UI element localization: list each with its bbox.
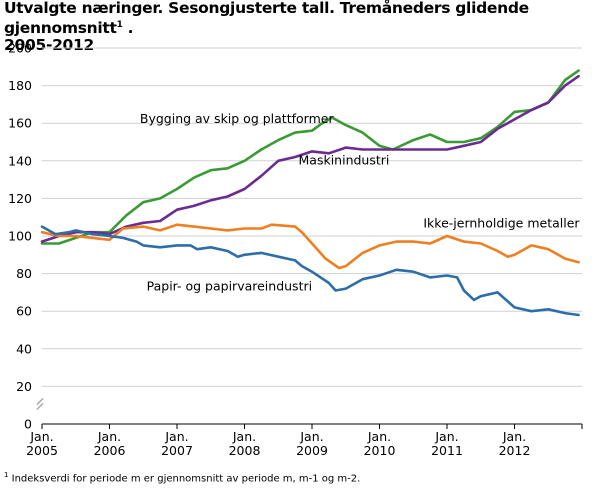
x-axis: Jan.2005Jan.2006Jan.2007Jan.2008Jan.2009…	[26, 398, 583, 458]
series-line-maskin	[40, 74, 580, 243]
x-tick-label-month-2011: Jan.	[434, 429, 458, 444]
x-tick-label-month-2009: Jan.	[299, 429, 323, 444]
x-tick-label-month-2007: Jan.	[164, 429, 188, 444]
y-tick-label-140: 140	[8, 153, 32, 168]
series-label-2: Ikke-jernholdige metaller	[423, 216, 580, 231]
title-line1: Utvalgte næringer. Sesongjusterte tall. …	[4, 0, 529, 38]
x-tick-label-month-2006: Jan.	[97, 429, 121, 444]
x-tick-label-year-2009: 2009	[296, 443, 328, 458]
series-labels: Bygging av skip og plattformer Maskinindu…	[140, 111, 581, 293]
series-label-0: Bygging av skip og plattformer	[140, 111, 335, 126]
x-tick-label-year-2012: 2012	[499, 443, 531, 458]
y-tick-label-100: 100	[8, 229, 32, 244]
chart-title: Utvalgte næringer. Sesongjusterte tall. …	[4, 0, 610, 54]
x-tick-label-year-2011: 2011	[431, 443, 463, 458]
y-axis-ticks: 0 20 40 60 80 100 120 140 160 180 200	[8, 41, 32, 432]
y-tick-label-200: 200	[8, 41, 32, 56]
x-tick-label-month-2008: Jan.	[232, 429, 256, 444]
x-tick-label-year-2008: 2008	[229, 443, 261, 458]
x-tick-label-year-2007: 2007	[161, 443, 193, 458]
gridlines	[42, 47, 582, 387]
series-line-papir	[40, 225, 580, 317]
y-tick-label-160: 160	[8, 116, 32, 131]
title-line2: 2005-2012	[4, 36, 95, 55]
series-label-1: Maskinindustri	[299, 153, 390, 168]
y-tick-label-40: 40	[16, 341, 32, 356]
series-lines	[40, 69, 580, 317]
footnote-text: Indeksverdi for periode m er gjennomsnit…	[8, 473, 361, 485]
x-tick-label-month-2012: Jan.	[502, 429, 526, 444]
y-tick-label-20: 20	[16, 379, 32, 394]
footnote: 1 Indeksverdi for periode m er gjennomsn…	[4, 471, 360, 484]
y-tick-label-60: 60	[16, 304, 32, 319]
y-tick-label-80: 80	[16, 266, 32, 281]
y-tick-label-120: 120	[8, 191, 32, 206]
footnote-sup: 1	[4, 471, 9, 479]
x-tick-label-year-2006: 2006	[94, 443, 126, 458]
x-tick-label-year-2005: 2005	[26, 443, 58, 458]
y-axis-break-marker	[36, 398, 44, 410]
series-label-3: Papir- og papirvareindustri	[147, 279, 312, 294]
y-tick-label-0: 0	[24, 417, 32, 432]
series-line-ikkejern	[40, 223, 580, 270]
x-tick-label-year-2010: 2010	[364, 443, 396, 458]
x-tick-label-month-2010: Jan.	[367, 429, 391, 444]
title-sup: 1	[116, 20, 123, 30]
series-line-bygging	[40, 69, 580, 245]
y-tick-label-180: 180	[8, 78, 32, 93]
x-tick-label-month-2005: Jan.	[29, 429, 53, 444]
title-end: .	[122, 19, 134, 38]
